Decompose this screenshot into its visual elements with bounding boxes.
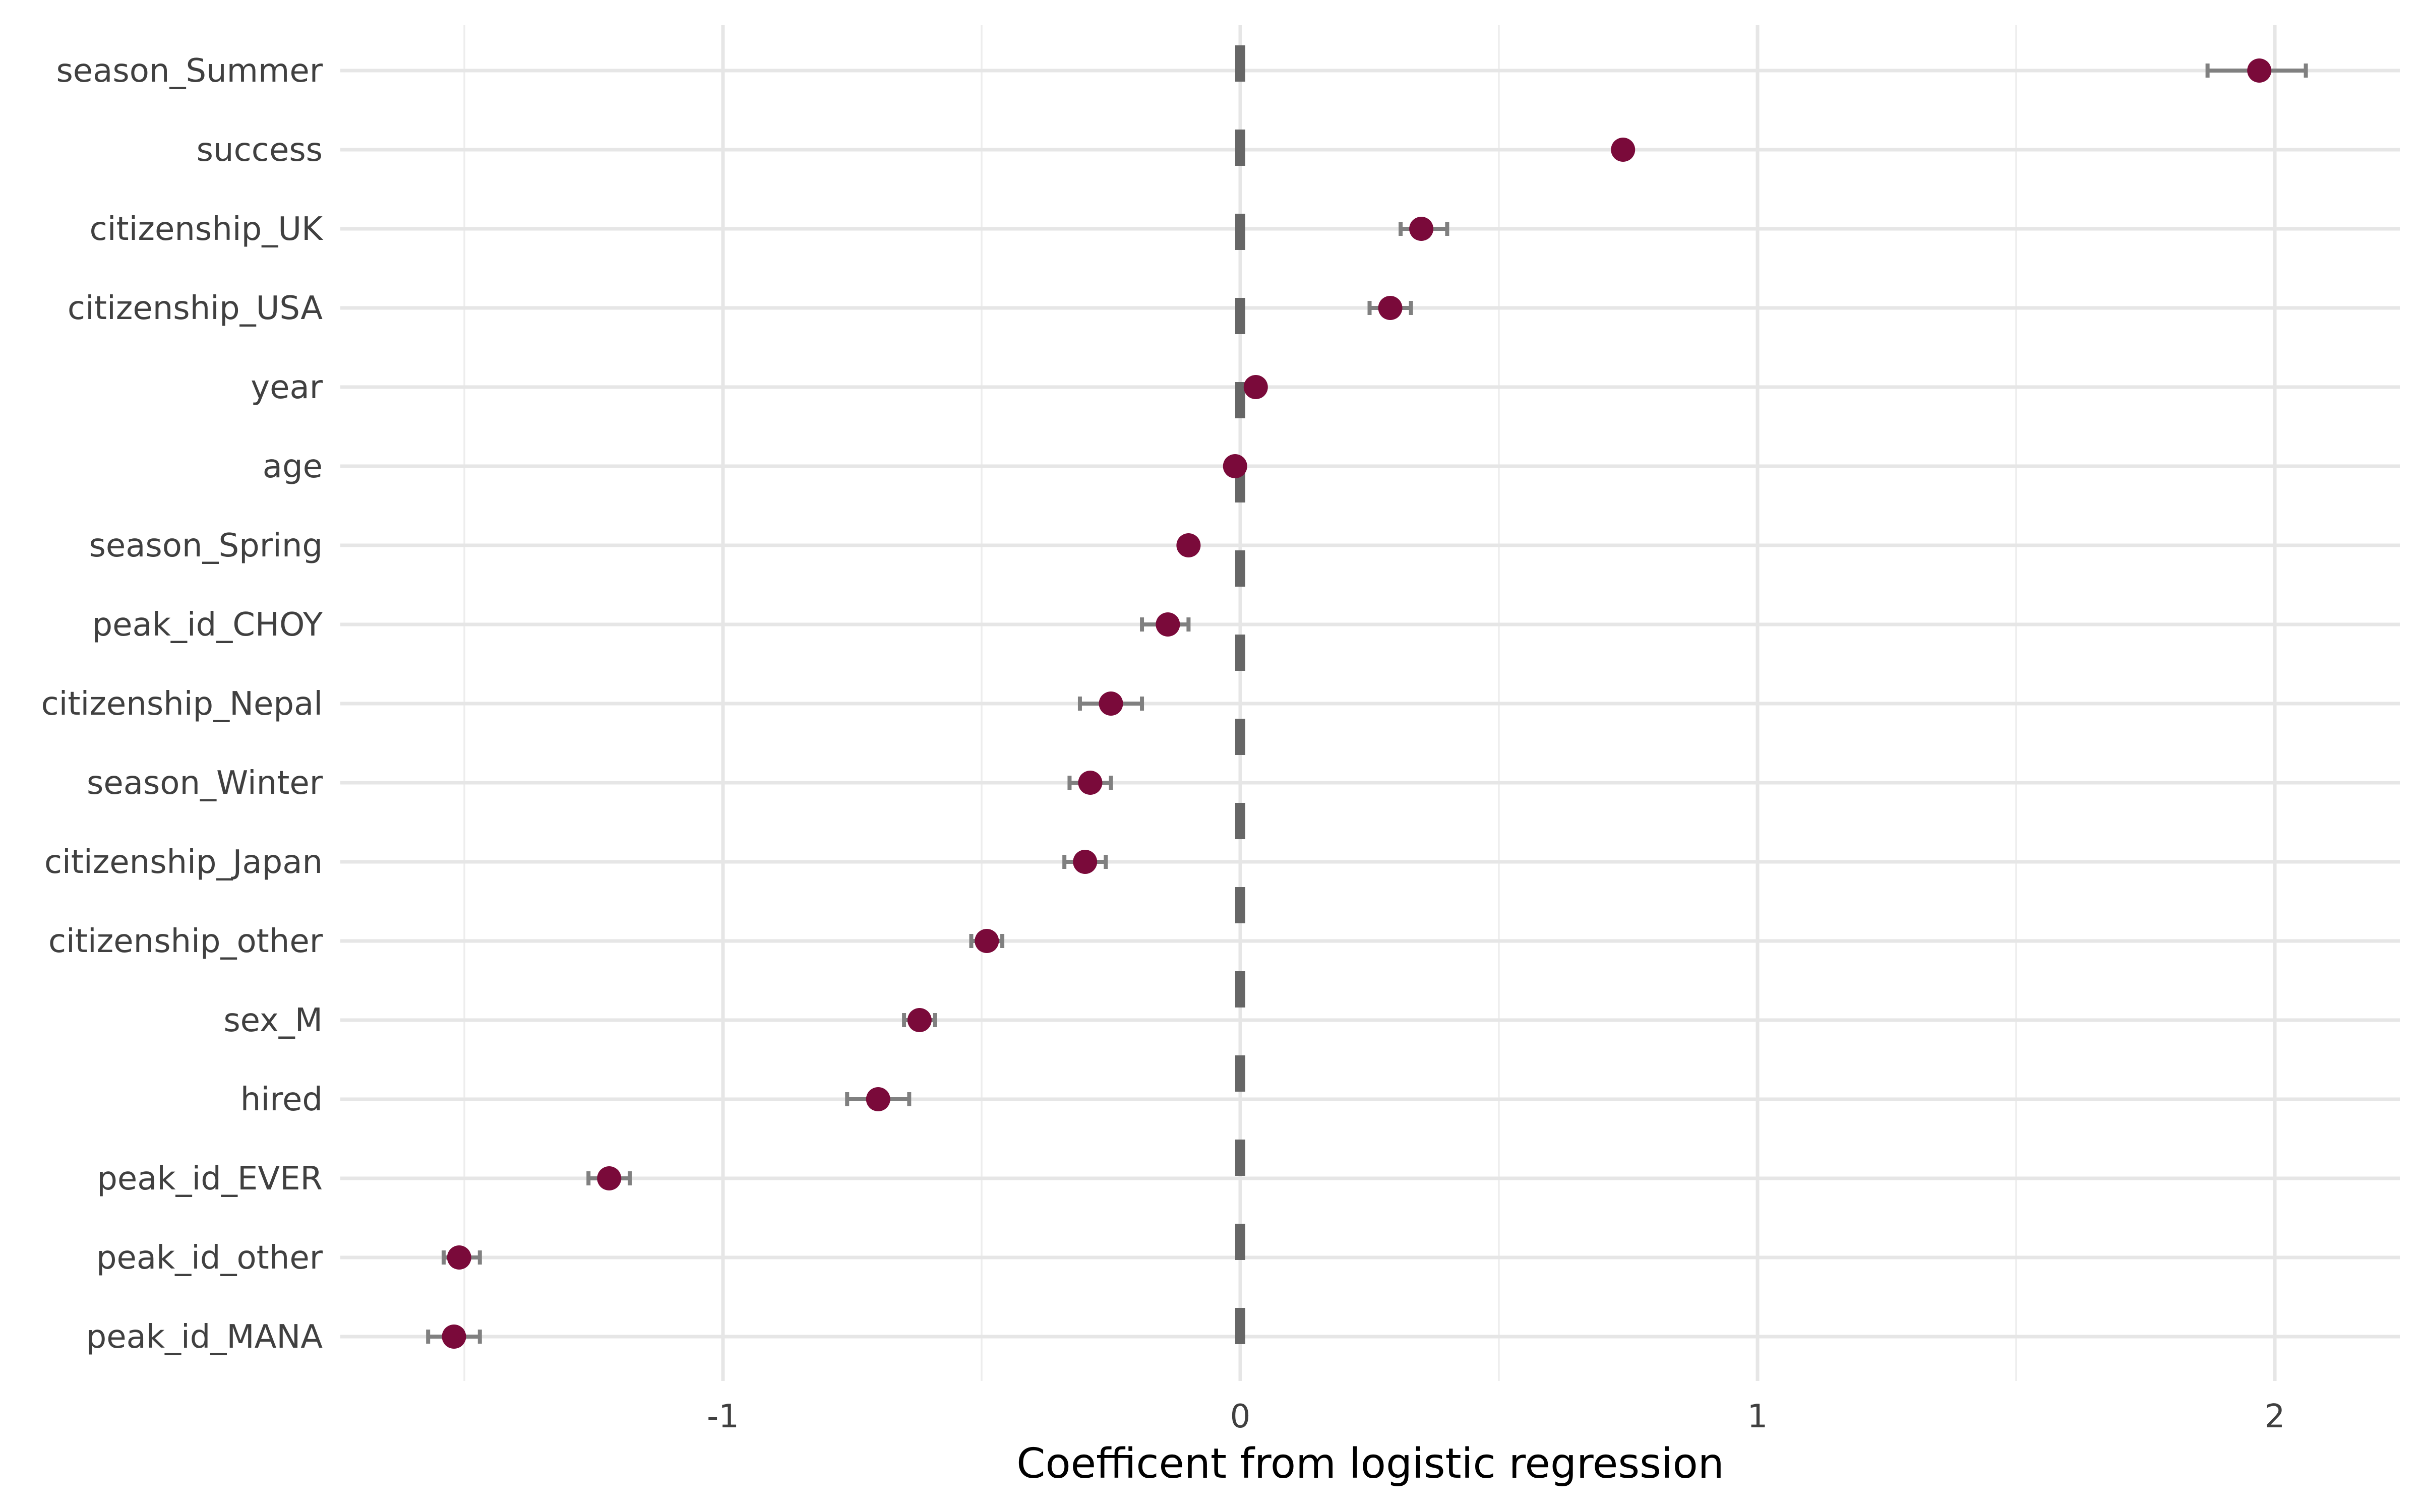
y-tick-label: season_Summer <box>56 52 323 90</box>
y-tick-label: citizenship_USA <box>68 290 323 327</box>
coefficient-point <box>1073 850 1098 874</box>
coefficient-point <box>1243 375 1268 399</box>
y-tick-label: sex_M <box>223 1002 323 1039</box>
coefficient-point <box>1378 296 1403 320</box>
coefficient-point <box>2247 58 2272 83</box>
x-axis-labels: -1 0 1 2 <box>707 1398 2285 1435</box>
x-tick-label: -1 <box>707 1398 739 1435</box>
coefficient-point <box>447 1245 471 1270</box>
x-tick-label: 1 <box>1747 1398 1768 1435</box>
y-tick-label: peak_id_other <box>96 1239 323 1277</box>
y-tick-label: year <box>251 369 323 406</box>
y-tick-label: season_Spring <box>89 527 323 564</box>
point-layer <box>442 58 2272 1349</box>
coefficient-point <box>975 929 999 953</box>
coefficient-point <box>866 1087 890 1111</box>
y-tick-label: citizenship_other <box>48 923 323 960</box>
coefficient-point <box>597 1166 622 1190</box>
coefficient-point <box>1223 454 1247 478</box>
coefficient-point <box>1156 612 1180 637</box>
y-tick-label: peak_id_CHOY <box>92 606 323 644</box>
coefficient-point <box>442 1325 466 1349</box>
y-tick-label: success <box>197 132 323 169</box>
y-tick-label: season_Winter <box>87 765 323 802</box>
coefficient-point <box>1409 217 1434 241</box>
y-tick-label: hired <box>240 1081 323 1118</box>
coefficient-point <box>907 1008 932 1032</box>
y-tick-label: peak_id_MANA <box>86 1318 323 1356</box>
coefficient-point <box>1176 533 1201 557</box>
coefficient-point <box>1611 138 1636 162</box>
x-axis-title: Coefficent from logistic regression <box>1016 1440 1724 1488</box>
y-tick-label: peak_id_EVER <box>97 1160 323 1198</box>
coefficient-point <box>1099 691 1123 716</box>
grid-layer <box>340 25 2400 1381</box>
y-tick-label: age <box>263 448 323 485</box>
y-tick-label: citizenship_Nepal <box>41 685 323 723</box>
coefficient-point <box>1078 771 1103 795</box>
x-tick-label: 2 <box>2265 1398 2285 1435</box>
y-tick-label: citizenship_Japan <box>44 844 323 881</box>
x-tick-label: 0 <box>1230 1398 1251 1435</box>
y-tick-label: citizenship_UK <box>90 211 324 248</box>
